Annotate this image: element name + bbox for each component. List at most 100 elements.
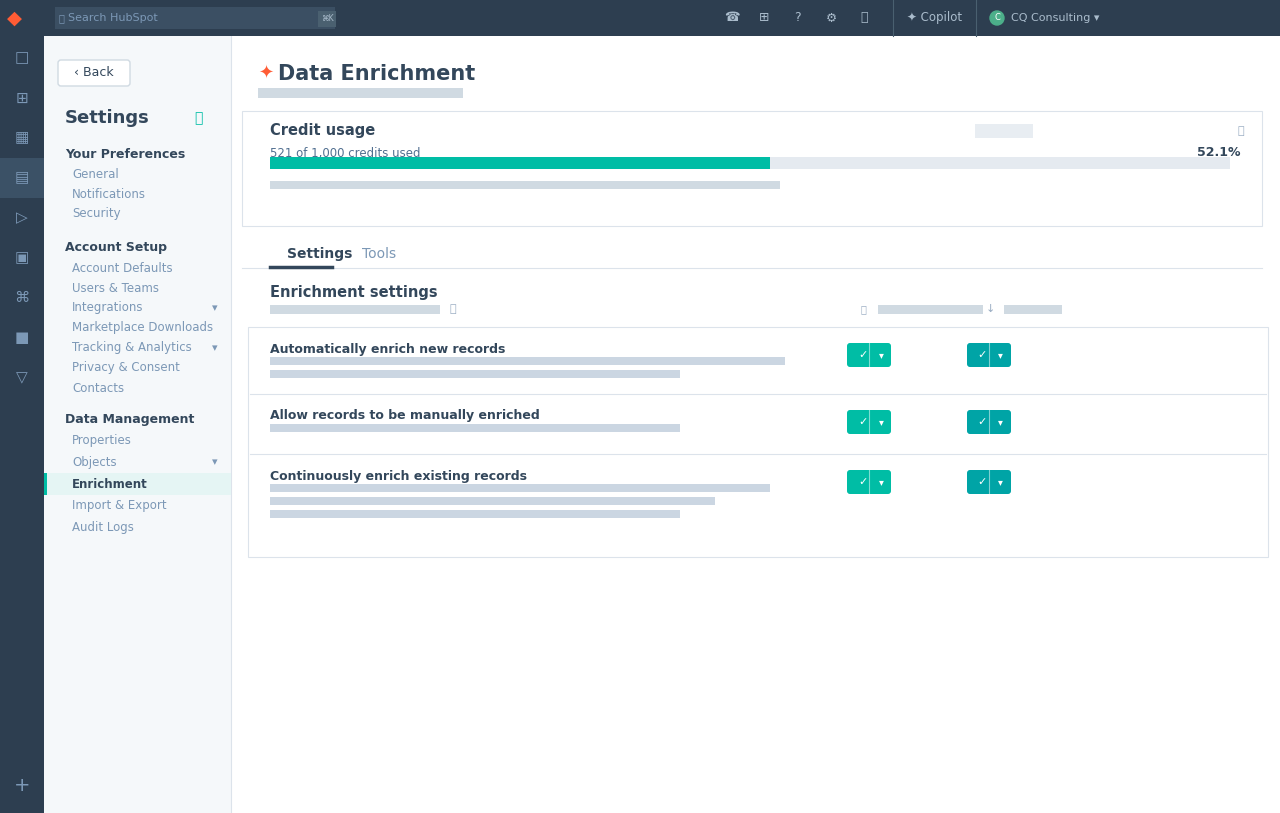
Text: Automatically enrich new records: Automatically enrich new records	[270, 342, 506, 355]
Text: ⊞: ⊞	[15, 90, 28, 106]
Text: ☎: ☎	[724, 11, 740, 24]
FancyBboxPatch shape	[0, 36, 44, 813]
FancyBboxPatch shape	[847, 343, 891, 367]
Text: ✓: ✓	[977, 350, 987, 360]
FancyBboxPatch shape	[270, 357, 785, 365]
Text: Privacy & Consent: Privacy & Consent	[72, 362, 180, 375]
FancyBboxPatch shape	[878, 305, 983, 314]
Text: □: □	[15, 50, 29, 66]
FancyBboxPatch shape	[58, 60, 131, 86]
Text: ▾: ▾	[879, 350, 884, 360]
Text: ▾: ▾	[998, 477, 1002, 487]
Text: ▾: ▾	[212, 343, 218, 353]
Text: ⌘K: ⌘K	[321, 15, 333, 24]
Text: Contacts: Contacts	[72, 381, 124, 394]
Text: Account Setup: Account Setup	[65, 241, 166, 254]
FancyBboxPatch shape	[270, 484, 771, 492]
Text: ▣: ▣	[15, 250, 29, 266]
Text: Audit Logs: Audit Logs	[72, 521, 134, 534]
Text: Settings: Settings	[287, 247, 352, 261]
Text: ▾: ▾	[998, 417, 1002, 427]
Text: Data Enrichment: Data Enrichment	[278, 64, 475, 84]
Text: Account Defaults: Account Defaults	[72, 262, 173, 275]
Text: Users & Teams: Users & Teams	[72, 281, 159, 294]
Text: ↓: ↓	[986, 304, 995, 314]
Text: Your Preferences: Your Preferences	[65, 147, 186, 160]
Text: ▾: ▾	[212, 457, 218, 467]
Text: ✓: ✓	[858, 350, 868, 360]
Text: Continuously enrich existing records: Continuously enrich existing records	[270, 469, 527, 482]
Text: ▽: ▽	[17, 371, 28, 385]
Text: ⧉: ⧉	[451, 304, 457, 314]
Text: ‹ Back: ‹ Back	[74, 67, 114, 80]
Text: Import & Export: Import & Export	[72, 499, 166, 512]
Text: ?: ?	[794, 11, 800, 24]
Text: Security: Security	[72, 207, 120, 220]
Text: ⓘ: ⓘ	[1238, 126, 1244, 136]
Text: Data Management: Data Management	[65, 414, 195, 427]
Text: ✓: ✓	[977, 477, 987, 487]
Text: General: General	[72, 167, 119, 180]
FancyBboxPatch shape	[270, 370, 680, 378]
Text: ⌘: ⌘	[14, 290, 29, 306]
Text: ✓: ✓	[977, 417, 987, 427]
FancyBboxPatch shape	[847, 410, 891, 434]
Text: Notifications: Notifications	[72, 188, 146, 201]
FancyBboxPatch shape	[270, 157, 1230, 169]
FancyBboxPatch shape	[966, 470, 1011, 494]
Text: 🔔: 🔔	[860, 11, 868, 24]
FancyBboxPatch shape	[270, 424, 680, 432]
Text: Credit usage: Credit usage	[270, 124, 375, 138]
Text: Tools: Tools	[362, 247, 396, 261]
Text: 🔍: 🔍	[59, 13, 65, 23]
Text: Objects: Objects	[72, 455, 116, 468]
FancyBboxPatch shape	[966, 410, 1011, 434]
Text: Enrichment settings: Enrichment settings	[270, 285, 438, 299]
Text: ▦: ▦	[15, 131, 29, 146]
FancyBboxPatch shape	[847, 470, 891, 494]
FancyBboxPatch shape	[975, 124, 1033, 138]
Text: ▤: ▤	[15, 171, 29, 185]
Text: Tracking & Analytics: Tracking & Analytics	[72, 341, 192, 354]
Text: ✓: ✓	[858, 477, 868, 487]
Text: Marketplace Downloads: Marketplace Downloads	[72, 321, 214, 334]
FancyBboxPatch shape	[55, 7, 335, 29]
Text: +: +	[14, 776, 31, 794]
Text: 🔍: 🔍	[193, 111, 202, 125]
Text: Properties: Properties	[72, 433, 132, 446]
FancyBboxPatch shape	[1004, 305, 1062, 314]
Text: CQ Consulting ▾: CQ Consulting ▾	[1011, 13, 1100, 23]
Text: 👤: 👤	[860, 304, 867, 314]
FancyBboxPatch shape	[270, 157, 771, 169]
FancyBboxPatch shape	[259, 88, 463, 98]
Circle shape	[989, 11, 1004, 25]
FancyBboxPatch shape	[270, 181, 780, 189]
FancyBboxPatch shape	[317, 11, 335, 27]
FancyBboxPatch shape	[44, 473, 47, 495]
Text: ▾: ▾	[212, 303, 218, 313]
Text: ✓: ✓	[858, 417, 868, 427]
Text: Search HubSpot: Search HubSpot	[68, 13, 157, 23]
FancyBboxPatch shape	[44, 36, 230, 813]
Text: ▷: ▷	[17, 211, 28, 225]
FancyBboxPatch shape	[248, 327, 1268, 557]
Text: ▾: ▾	[879, 417, 884, 427]
FancyBboxPatch shape	[44, 473, 230, 495]
Text: ✦: ✦	[259, 65, 273, 83]
FancyBboxPatch shape	[242, 111, 1262, 226]
Text: Settings: Settings	[65, 109, 150, 127]
FancyBboxPatch shape	[270, 305, 440, 314]
Text: ⚙: ⚙	[826, 11, 837, 24]
Text: ▾: ▾	[879, 477, 884, 487]
Text: ✦ Copilot: ✦ Copilot	[908, 11, 963, 24]
Text: Enrichment: Enrichment	[72, 477, 147, 490]
FancyBboxPatch shape	[270, 510, 680, 518]
Text: C: C	[995, 14, 1000, 23]
Text: ■: ■	[15, 331, 29, 346]
Text: Allow records to be manually enriched: Allow records to be manually enriched	[270, 410, 540, 423]
Text: ⊞: ⊞	[759, 11, 769, 24]
FancyBboxPatch shape	[270, 497, 716, 505]
Text: ▾: ▾	[998, 350, 1002, 360]
Text: ◆: ◆	[6, 8, 22, 28]
Text: Integrations: Integrations	[72, 302, 143, 315]
